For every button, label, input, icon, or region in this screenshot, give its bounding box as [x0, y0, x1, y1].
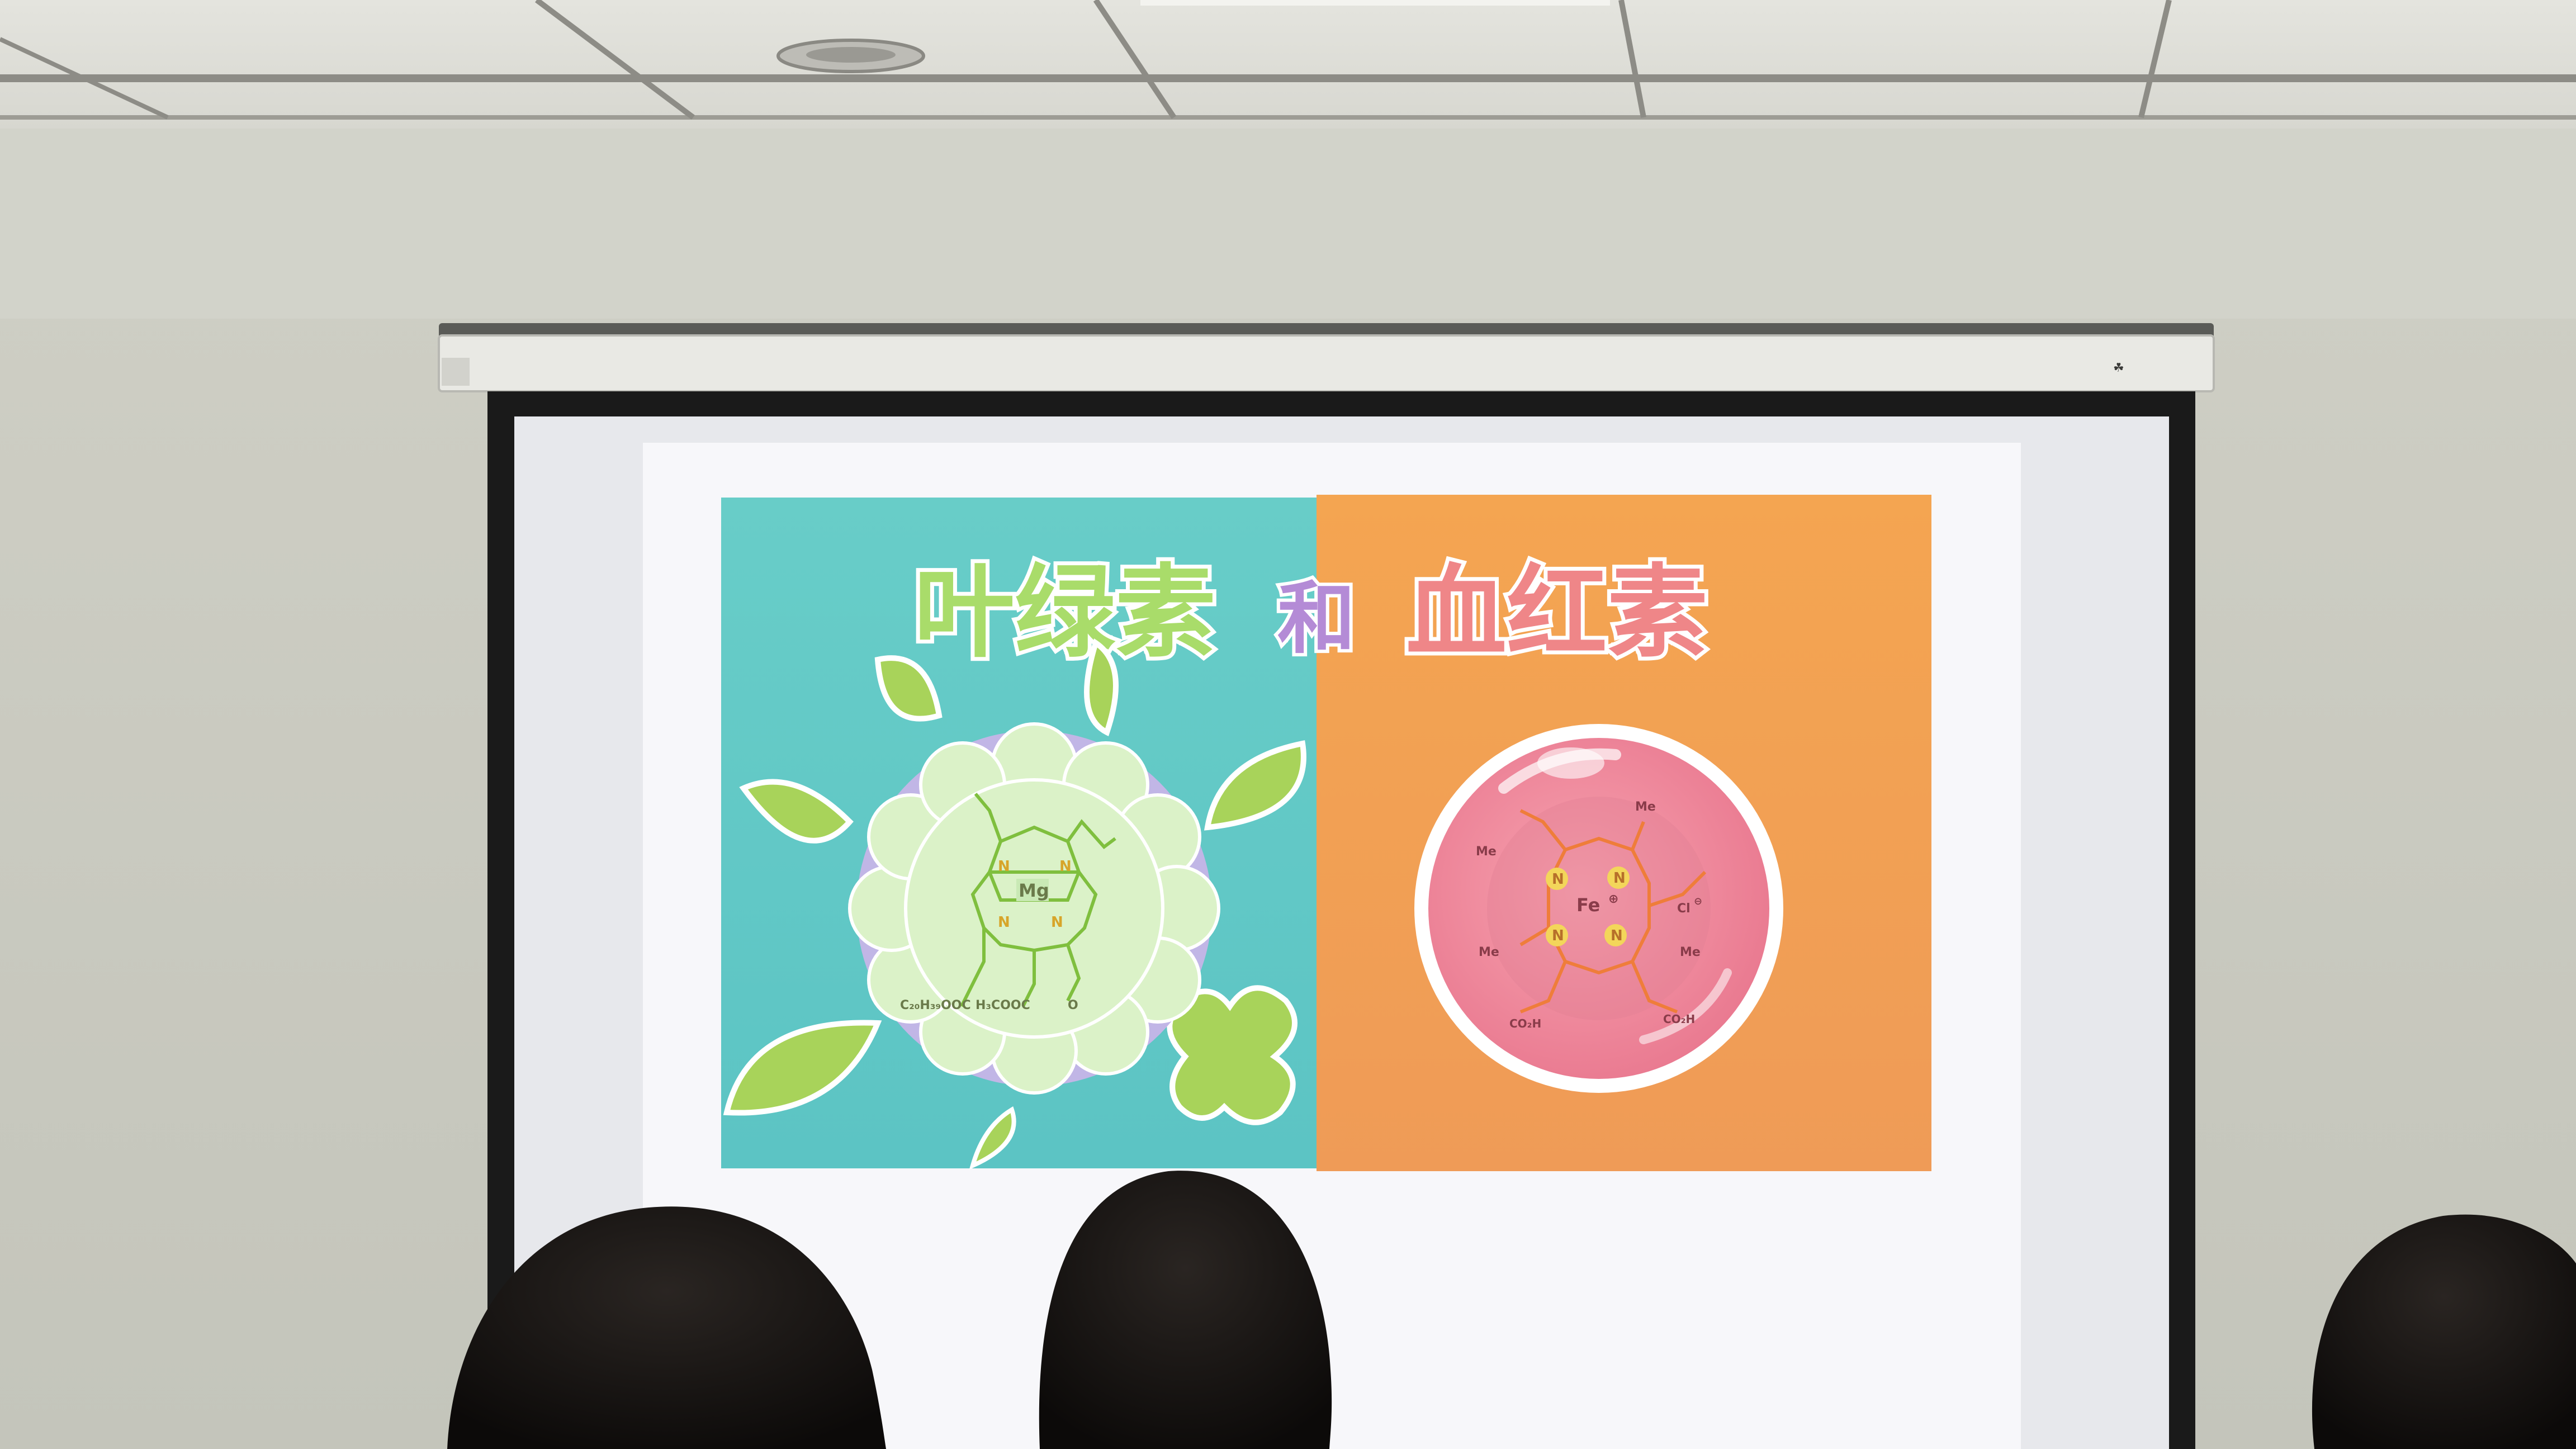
keto-oxygen-label: O — [1068, 998, 1078, 1012]
methyl-label: Me — [1635, 800, 1656, 814]
leaf-icon — [1204, 740, 1306, 831]
methyl-label: Me — [1680, 945, 1701, 959]
nitrogen-atom-label: N — [998, 858, 1010, 875]
leaf-icon — [1084, 638, 1119, 737]
positive-charge-label: ⊕ — [1608, 892, 1618, 906]
slide: 叶绿素 和 血红素 — [643, 443, 2021, 1449]
svg-text:☘: ☘ — [2113, 361, 2124, 375]
carboxylic-acid-label: CO₂H — [1509, 1017, 1541, 1030]
iron-label: Fe — [1576, 894, 1600, 916]
leaf-icon — [874, 655, 943, 722]
leaf-icon — [739, 779, 854, 844]
title-chlorophyll: 叶绿素 — [914, 555, 1216, 671]
phytyl-ester-label: C₂₀H₃₉OOC — [900, 998, 971, 1012]
chloride-label: Cl — [1677, 902, 1690, 916]
screen-housing: ☘ — [438, 323, 2215, 392]
audience-heads — [447, 1171, 2576, 1449]
audience-head-center — [1039, 1171, 1332, 1449]
negative-charge-label: ⊖ — [1694, 896, 1702, 907]
leaf-icon — [969, 1106, 1016, 1170]
nitrogen-atom-label: N — [1059, 858, 1072, 875]
ceiling — [0, 0, 2576, 129]
methyl-label: Me — [1479, 945, 1499, 959]
nitrogen-atom-label: N — [1552, 871, 1564, 888]
nitrogen-atom-label: N — [1051, 914, 1063, 931]
leaf-icon — [723, 1020, 882, 1116]
nitrogen-atom-label: N — [1611, 927, 1623, 944]
audience-head-right — [2312, 1214, 2576, 1449]
chlorophyll-molecule: N N N N Mg C₂₀H₃₉OOC H₃COOC O — [848, 722, 1220, 1095]
magnesium-label: Mg — [1019, 880, 1049, 901]
title-and: 和 — [1277, 574, 1356, 665]
nitrogen-atom-label: N — [998, 914, 1010, 931]
carboxylic-acid-label: CO₂H — [1663, 1012, 1695, 1026]
leaf-decorations — [723, 638, 1306, 1170]
title-hemoglobin: 血红素 — [1406, 555, 1708, 671]
audience-head-left — [447, 1206, 886, 1449]
slide-title: 叶绿素 和 血红素 — [910, 551, 1712, 675]
nitrogen-atom-label: N — [1552, 927, 1564, 944]
methyl-label: Me — [1476, 845, 1497, 859]
clover-icon — [1167, 985, 1298, 1125]
heme-molecule: N N N N Fe ⊕ Me Me Me Me Cl ⊖ CO₂H CO₂H — [1414, 724, 1783, 1093]
nitrogen-atom-label: N — [1613, 870, 1626, 887]
methyl-ester-label: H₃COOC — [976, 998, 1030, 1012]
